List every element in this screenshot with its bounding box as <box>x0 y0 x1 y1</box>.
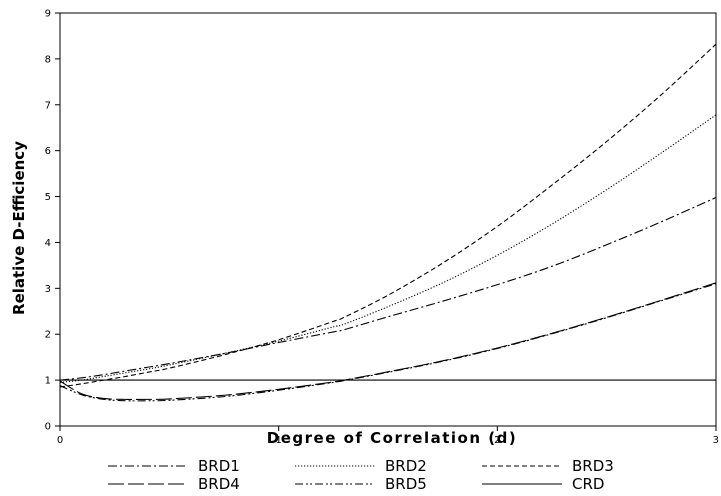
x-axis: 0 1 2 3 <box>57 426 719 446</box>
legend-item-crd: CRD <box>482 475 604 493</box>
x-tick-label: 2 <box>494 435 500 446</box>
legend-label: BRD3 <box>572 457 614 475</box>
series-line-brd1 <box>59 196 717 381</box>
x-tick-label: 1 <box>275 435 281 446</box>
x-tick-label: 0 <box>57 435 63 446</box>
y-axis: 0 1 2 3 4 5 6 7 8 9 <box>45 9 60 433</box>
series-lines <box>59 43 717 402</box>
y-tick-label: 6 <box>45 146 51 157</box>
legend-item-brd1: BRD1 <box>108 457 240 475</box>
legend-item-brd4: BRD4 <box>108 475 240 493</box>
legend-label: CRD <box>572 475 604 493</box>
y-tick-label: 3 <box>45 284 51 295</box>
series-line-brd2 <box>59 114 717 383</box>
legend-item-brd2: BRD2 <box>295 457 427 475</box>
legend-item-brd3: BRD3 <box>482 457 614 475</box>
plot-frame <box>59 12 717 427</box>
x-axis-title: Degree of Correlation (d) <box>267 429 517 447</box>
series-line-brd4 <box>59 282 717 401</box>
legend-label: BRD1 <box>198 457 240 475</box>
legend-label: BRD5 <box>385 475 427 493</box>
legend-item-brd5: BRD5 <box>295 475 427 493</box>
y-tick-label: 4 <box>45 238 51 249</box>
y-tick-label: 7 <box>45 100 51 111</box>
x-tick-label: 3 <box>713 435 719 446</box>
y-tick-label: 2 <box>45 330 51 341</box>
legend-label: BRD4 <box>198 475 240 493</box>
legend-label: BRD2 <box>385 457 427 475</box>
y-tick-label: 5 <box>45 192 51 203</box>
series-line-brd3 <box>59 43 717 388</box>
plot-area <box>59 12 717 427</box>
legend: BRD1 BRD2 BRD3 BRD4 BRD5 CRD <box>108 457 614 493</box>
y-tick-label: 0 <box>45 422 51 433</box>
series-line-brd5 <box>59 283 717 402</box>
y-tick-label: 9 <box>45 9 51 20</box>
y-tick-label: 8 <box>45 54 51 65</box>
y-tick-label: 1 <box>45 376 51 387</box>
y-axis-title: Relative D-Efficiency <box>10 141 28 315</box>
